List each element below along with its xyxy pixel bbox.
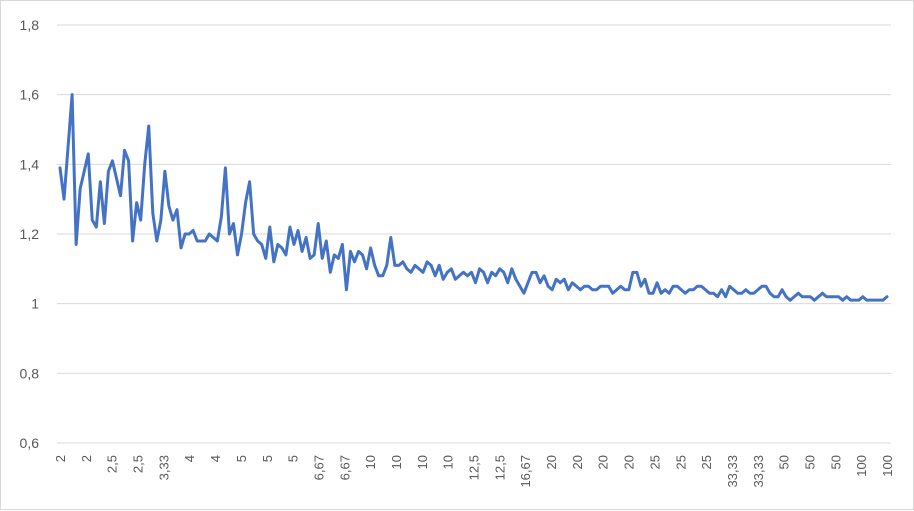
x-tick-label: 6,67 xyxy=(311,455,326,480)
x-tick-label: 100 xyxy=(854,455,869,477)
x-tick-label: 100 xyxy=(880,455,895,477)
x-tick-label: 6,67 xyxy=(337,455,352,480)
x-tick-label: 2 xyxy=(53,455,68,462)
x-tick-label: 5 xyxy=(286,455,301,462)
x-tick-label: 3,33 xyxy=(156,455,171,480)
y-axis-ticks: 0,6 0,8 1 1,2 1,4 1,6 1,8 xyxy=(20,17,40,451)
x-tick-label: 5 xyxy=(234,455,249,462)
x-tick-label: 16,67 xyxy=(518,455,533,488)
x-tick-label: 20 xyxy=(570,455,585,469)
x-tick-label: 4 xyxy=(208,455,223,462)
y-tick-label: 1,4 xyxy=(20,156,40,172)
y-tick-label: 1,8 xyxy=(20,17,40,33)
x-tick-label: 12,5 xyxy=(467,455,482,480)
x-tick-label: 12,5 xyxy=(492,455,507,480)
series-line xyxy=(58,93,889,302)
x-tick-label: 50 xyxy=(777,455,792,469)
x-tick-label: 50 xyxy=(802,455,817,469)
x-tick-label: 20 xyxy=(622,455,637,469)
y-tick-label: 1,2 xyxy=(20,226,40,242)
y-tick-label: 0,8 xyxy=(20,365,40,381)
x-tick-label: 10 xyxy=(415,455,430,469)
x-tick-label: 50 xyxy=(828,455,843,469)
x-tick-label: 10 xyxy=(389,455,404,469)
x-tick-label: 33,33 xyxy=(751,455,766,488)
x-tick-label: 10 xyxy=(363,455,378,469)
gridlines xyxy=(57,24,891,444)
x-tick-label: 25 xyxy=(699,455,714,469)
y-tick-label: 1 xyxy=(31,296,39,312)
x-tick-label: 10 xyxy=(441,455,456,469)
x-axis-ticks: 2 2 2,5 2,5 3,33 4 4 5 5 5 6,67 6,67 10 10 10 10 12,5 12,… xyxy=(53,455,895,488)
y-tick-label: 1,6 xyxy=(20,87,40,103)
x-tick-label: 5 xyxy=(260,455,275,462)
x-tick-label: 33,33 xyxy=(725,455,740,488)
x-tick-label: 2 xyxy=(79,455,94,462)
x-tick-label: 20 xyxy=(596,455,611,469)
x-tick-label: 2,5 xyxy=(105,455,120,473)
x-tick-label: 25 xyxy=(673,455,688,469)
series-layer xyxy=(58,93,889,302)
y-tick-label: 0,6 xyxy=(20,435,40,451)
x-tick-label: 2,5 xyxy=(131,455,146,473)
x-tick-label: 20 xyxy=(544,455,559,469)
x-tick-label: 4 xyxy=(182,455,197,462)
x-tick-label: 25 xyxy=(647,455,662,469)
